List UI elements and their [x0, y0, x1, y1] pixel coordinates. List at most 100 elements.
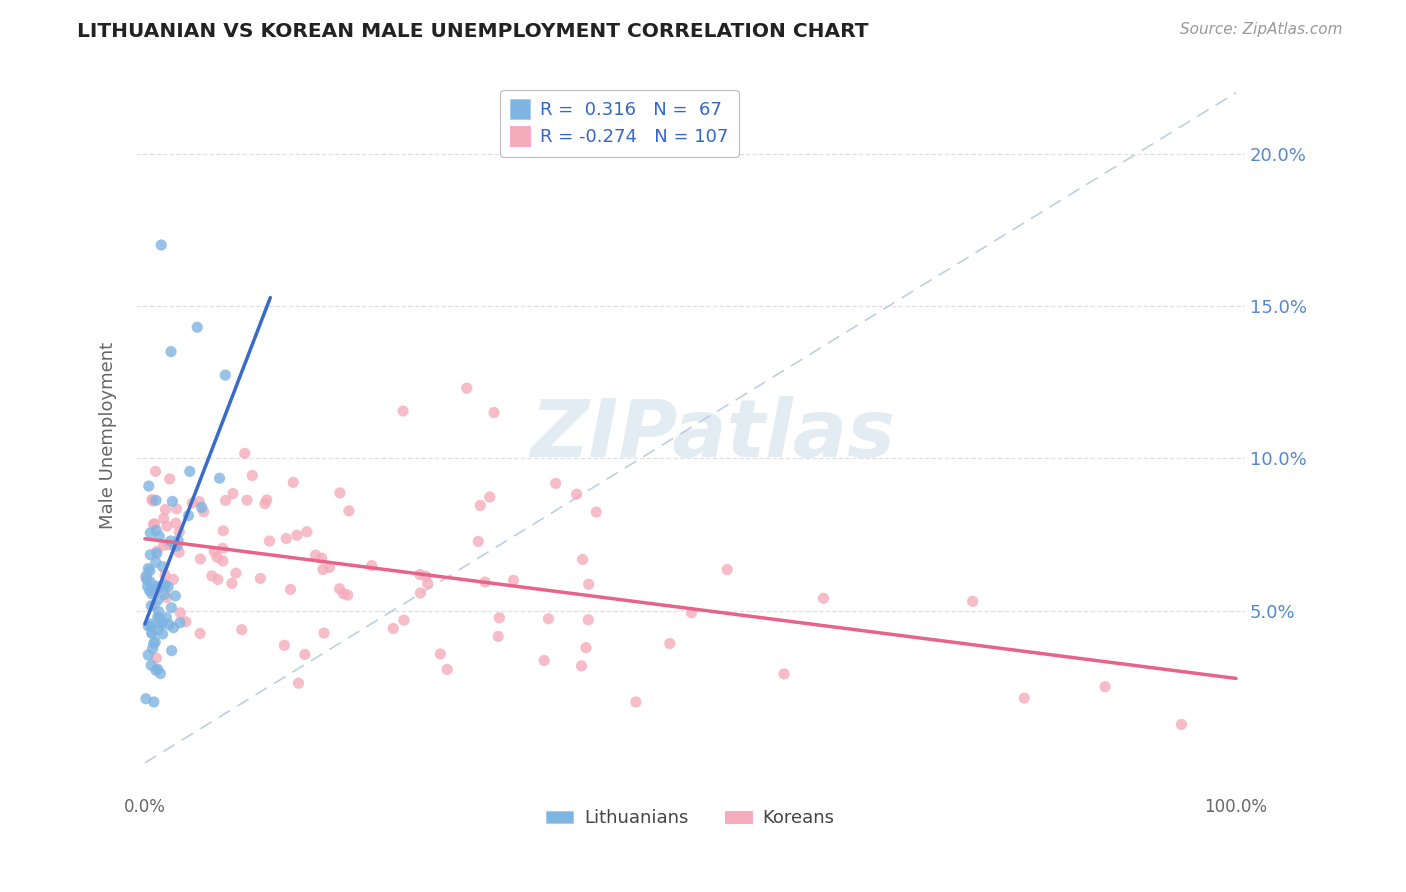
Point [409, 586, 432, 600]
Point [166, 539, 188, 553]
Point [502, 574, 524, 588]
Point [190, 552, 212, 566]
Point [162, 573, 184, 587]
Point [576, 613, 599, 627]
Point [152, 511, 174, 525]
Point [143, 598, 166, 612]
Point [207, 573, 229, 587]
Point [145, 651, 167, 665]
Point [167, 545, 190, 559]
Point [470, 499, 492, 513]
Point [141, 587, 163, 601]
Point [155, 578, 177, 592]
Point [658, 636, 681, 650]
Point [415, 569, 437, 583]
Point [141, 658, 163, 673]
Point [287, 676, 309, 690]
Point [467, 534, 489, 549]
Point [486, 629, 509, 643]
Point [201, 569, 224, 583]
Point [146, 662, 169, 676]
Point [312, 563, 335, 577]
Point [163, 539, 186, 553]
Point [160, 600, 183, 615]
Point [578, 577, 600, 591]
Point [146, 610, 169, 624]
Point [1094, 680, 1116, 694]
Point [166, 501, 188, 516]
Point [152, 615, 174, 630]
Point [155, 591, 177, 605]
Point [222, 486, 245, 500]
Point [208, 471, 231, 485]
Point [285, 528, 308, 542]
Point [231, 623, 253, 637]
Point [318, 560, 340, 574]
Point [1012, 691, 1035, 706]
Point [273, 638, 295, 652]
Point [148, 580, 170, 594]
Point [482, 405, 505, 419]
Point [153, 577, 176, 591]
Point [143, 635, 166, 649]
Point [157, 538, 180, 552]
Point [962, 594, 984, 608]
Point [233, 446, 256, 460]
Point [153, 568, 176, 582]
Point [160, 344, 183, 359]
Point [135, 691, 157, 706]
Point [142, 641, 165, 656]
Point [145, 584, 167, 599]
Point [139, 548, 162, 562]
Point [416, 576, 439, 591]
Point [205, 550, 228, 565]
Point [150, 617, 173, 632]
Point [149, 580, 172, 594]
Point [145, 546, 167, 560]
Point [142, 517, 165, 532]
Point [256, 492, 278, 507]
Point [456, 381, 478, 395]
Point [280, 582, 302, 597]
Point [155, 611, 177, 625]
Point [571, 552, 593, 566]
Point [156, 519, 179, 533]
Point [392, 613, 415, 627]
Text: Source: ZipAtlas.com: Source: ZipAtlas.com [1180, 22, 1343, 37]
Point [336, 588, 359, 602]
Point [188, 494, 211, 508]
Point [283, 475, 305, 490]
Point [382, 622, 405, 636]
Point [139, 619, 162, 633]
Point [214, 368, 236, 383]
Point [259, 534, 281, 549]
Point [162, 621, 184, 635]
Point [145, 524, 167, 538]
Point [146, 544, 169, 558]
Point [544, 476, 567, 491]
Point [337, 504, 360, 518]
Point [565, 487, 588, 501]
Point [139, 564, 162, 578]
Point [145, 493, 167, 508]
Point [159, 472, 181, 486]
Point [436, 662, 458, 676]
Point [142, 494, 165, 508]
Point [624, 695, 647, 709]
Point [136, 648, 159, 662]
Point [295, 524, 318, 539]
Point [193, 505, 215, 519]
Text: LITHUANIAN VS KOREAN MALE UNEMPLOYMENT CORRELATION CHART: LITHUANIAN VS KOREAN MALE UNEMPLOYMENT C… [77, 22, 869, 41]
Point [716, 563, 738, 577]
Point [149, 611, 172, 625]
Point [139, 574, 162, 589]
Point [162, 494, 184, 508]
Point [312, 626, 335, 640]
Point [159, 533, 181, 548]
Point [585, 505, 607, 519]
Point [148, 605, 170, 619]
Point [141, 626, 163, 640]
Point [136, 580, 159, 594]
Point [152, 539, 174, 553]
Point [148, 529, 170, 543]
